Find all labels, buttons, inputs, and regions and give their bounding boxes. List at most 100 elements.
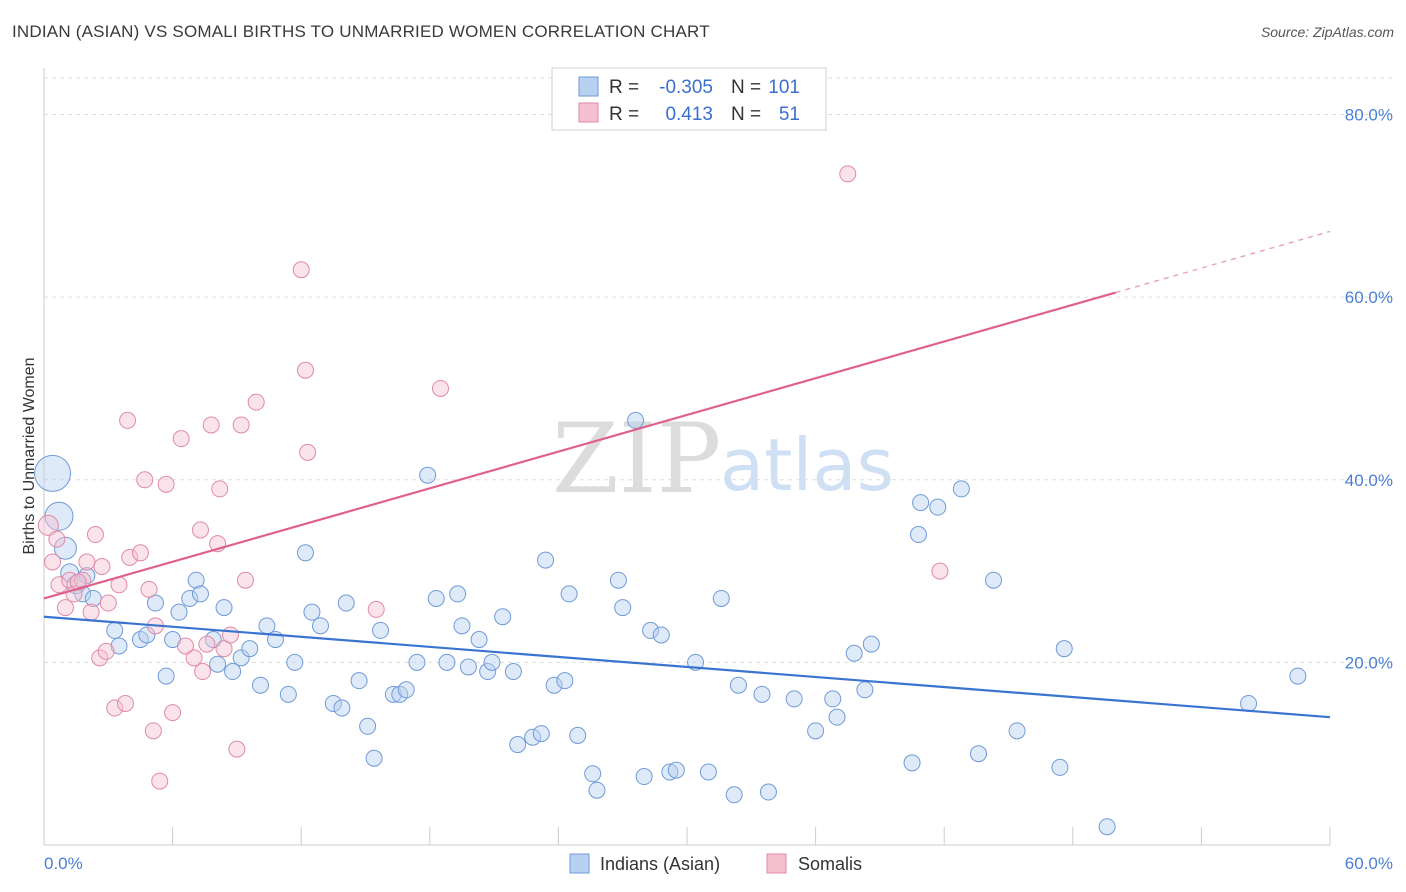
indian-point-45	[427, 589, 445, 607]
indian-point-82	[824, 690, 842, 708]
indian-point-34	[333, 699, 351, 717]
indian-point-72	[667, 761, 685, 779]
somali-point-11	[91, 649, 109, 667]
indian-point-85	[856, 681, 874, 699]
indian-point-18	[191, 585, 209, 603]
indian-point-84	[845, 644, 863, 662]
indian-point-26	[258, 617, 276, 635]
y-tick-label-60: 60.0%	[1345, 288, 1393, 307]
indian-point-87	[903, 754, 921, 772]
indian-point-22	[224, 663, 242, 681]
y-tick-label-40: 40.0%	[1345, 471, 1393, 490]
indian-point-25	[251, 676, 269, 694]
y-tick-label-80: 80.0%	[1345, 106, 1393, 125]
x-tick-label-max: 60.0%	[1345, 854, 1393, 873]
somali-point-23	[144, 722, 162, 740]
legend-r-label-blue: R =	[609, 77, 639, 98]
legend-n-label-pink: N =	[731, 104, 761, 125]
somali-point-14	[106, 699, 124, 717]
somali-point-21	[140, 580, 158, 598]
legend-swatch-blue	[578, 76, 599, 97]
trend-line-somalis	[43, 291, 1116, 600]
somali-point-26	[164, 704, 182, 722]
bottom-legend-label-indians: Indians (Asian)	[600, 854, 720, 874]
somali-point-41	[292, 261, 310, 279]
indian-point-42	[397, 681, 415, 699]
indian-point-49	[459, 658, 477, 676]
legend-n-value-blue: 101	[768, 77, 800, 98]
indian-point-39	[372, 621, 390, 639]
watermark-atlas: atlas	[720, 423, 894, 507]
indian-point-54	[504, 663, 522, 681]
indian-point-75	[712, 589, 730, 607]
indian-point-15	[170, 603, 188, 621]
somali-point-34	[211, 480, 229, 498]
indian-point-58	[537, 551, 555, 569]
legend-r-value-blue: -0.305	[659, 77, 713, 98]
indian-point-79	[759, 783, 777, 801]
indian-point-59	[545, 676, 563, 694]
indian-point-70	[652, 626, 670, 644]
legend-swatch-pink	[578, 102, 599, 123]
indian-point-80	[785, 690, 803, 708]
legend-n-value-pink: 51	[779, 104, 800, 125]
somali-point-43	[299, 443, 317, 461]
somali-point-3	[50, 576, 68, 594]
indian-point-47	[449, 585, 467, 603]
indian-point-71	[661, 763, 679, 781]
trend-line-somalis-extrapolated	[1115, 230, 1331, 294]
indian-point-43	[408, 653, 426, 671]
indian-point-17	[187, 571, 205, 589]
indian-point-30	[296, 544, 314, 562]
somali-point-47	[931, 562, 949, 580]
indian-point-61	[560, 585, 578, 603]
indian-point-95	[1051, 758, 1069, 776]
somali-point-17	[119, 411, 137, 429]
somali-point-30	[194, 663, 212, 681]
indian-point-23	[232, 649, 250, 667]
indian-point-24	[241, 640, 259, 658]
indian-point-9	[110, 637, 128, 655]
somali-point-10	[86, 526, 104, 544]
somali-point-5	[61, 571, 79, 589]
indian-point-64	[588, 781, 606, 799]
indian-point-81	[807, 722, 825, 740]
somali-point-40	[247, 393, 265, 411]
somali-point-27	[172, 430, 190, 448]
indian-point-68	[635, 768, 653, 786]
trend-line-indians-asian	[43, 615, 1331, 719]
indian-point-89	[912, 494, 930, 512]
indian-point-99	[1289, 667, 1307, 685]
somali-point-42	[296, 361, 314, 379]
somali-point-19	[131, 544, 149, 562]
indian-point-86	[862, 635, 880, 653]
indian-point-57	[532, 725, 550, 743]
indian-point-67	[627, 411, 645, 429]
somali-point-13	[99, 594, 117, 612]
indian-point-77	[729, 676, 747, 694]
somali-point-12	[93, 558, 111, 576]
indian-point-51	[479, 663, 497, 681]
somali-point-2	[48, 530, 66, 548]
indian-point-74	[699, 763, 717, 781]
indian-point-32	[311, 617, 329, 635]
indian-point-31	[303, 603, 321, 621]
indian-point-65	[609, 571, 627, 589]
somali-point-36	[221, 626, 239, 644]
indian-point-35	[337, 594, 355, 612]
somali-point-32	[202, 416, 220, 434]
series-somalis	[37, 165, 949, 790]
indian-point-0	[34, 454, 72, 492]
somali-point-9	[82, 603, 100, 621]
indian-point-21	[215, 599, 233, 617]
indian-point-69	[642, 621, 660, 639]
indian-point-46	[438, 653, 456, 671]
indian-point-98	[1240, 694, 1258, 712]
indian-point-8	[106, 621, 124, 639]
y-tick-label-20: 20.0%	[1345, 653, 1393, 672]
indian-point-29	[286, 653, 304, 671]
bottom-legend-swatch-pink	[766, 853, 787, 874]
somali-point-29	[191, 521, 209, 539]
source-label: Source: ZipAtlas.com	[1260, 24, 1394, 40]
